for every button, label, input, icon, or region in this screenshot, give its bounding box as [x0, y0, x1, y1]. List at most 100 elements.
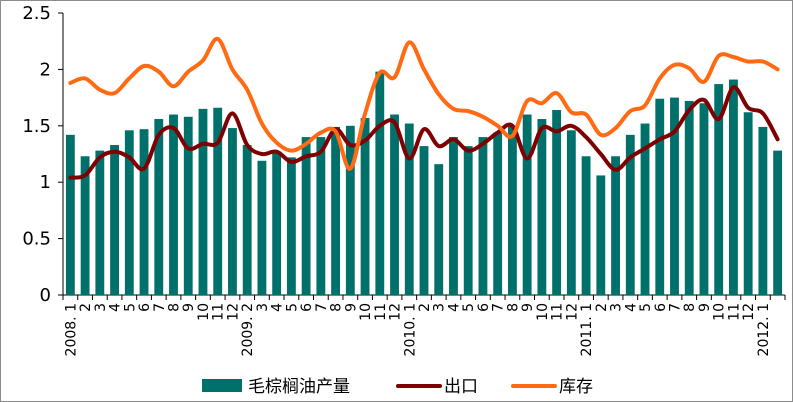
x-tick-label: 9 [520, 303, 536, 312]
x-tick-label: 7 [152, 303, 168, 312]
x-tick-label: 4 [623, 303, 639, 312]
bar [301, 137, 311, 295]
x-tick-label: 9 [181, 303, 197, 312]
legend-swatch-bar [202, 379, 242, 392]
x-tick-label: 8 [167, 303, 183, 312]
legend-label: 库存 [559, 377, 593, 397]
x-tick-label: 2008. 1 [63, 303, 79, 356]
x-tick-label: 3 [432, 303, 448, 312]
y-tick-label: 0.5 [22, 229, 51, 250]
bar [272, 151, 282, 295]
bar [169, 114, 178, 296]
y-tick-label: 0 [40, 285, 51, 306]
bar [139, 129, 149, 295]
x-tick-label: 12 [388, 303, 404, 321]
x-tick-label: 4 [108, 303, 124, 312]
x-tick-label: 2009. 2 [240, 303, 256, 356]
bar [95, 150, 105, 295]
y-tick-label: 2 [40, 59, 51, 80]
x-tick-label: 7 [667, 303, 683, 312]
y-tick-label: 1 [40, 172, 51, 193]
bar [213, 107, 223, 295]
bar [286, 157, 296, 295]
bar [655, 98, 665, 295]
bar [316, 137, 326, 295]
x-tick-label: 2 [594, 303, 610, 312]
bar [375, 71, 385, 295]
bar [507, 125, 517, 295]
x-tick-label: 8 [505, 303, 521, 312]
x-tick-label: 11 [550, 303, 566, 321]
x-tick-label: 12 [564, 303, 580, 321]
x-tick-label: 4 [446, 303, 462, 312]
bar [331, 126, 341, 295]
bar [449, 137, 458, 295]
bar [670, 97, 679, 295]
bar-series [65, 71, 783, 296]
bar [493, 132, 503, 295]
bar [345, 125, 355, 295]
bar [625, 134, 635, 295]
bar [596, 175, 606, 295]
bar [537, 119, 547, 295]
bar [390, 114, 399, 296]
bar [80, 156, 90, 295]
bar [684, 100, 694, 295]
export-line [68, 85, 780, 180]
bar [463, 146, 473, 295]
x-tick-label: 2011. 1 [579, 303, 595, 356]
bar [758, 126, 768, 295]
x-tick-label: 3 [93, 303, 109, 312]
x-tick-label: 10 [712, 303, 728, 321]
x-tick-label: 6 [137, 303, 153, 312]
bar [198, 108, 208, 295]
bar [228, 128, 237, 295]
bar [124, 130, 134, 295]
x-tick-label: 2012. 1 [756, 303, 772, 356]
x-tick-label: 11 [373, 303, 389, 321]
x-tick-label: 12 [225, 303, 241, 321]
bar [743, 112, 753, 295]
bar [699, 103, 709, 296]
bar [242, 144, 252, 295]
x-tick-label: 5 [461, 303, 477, 312]
bar [714, 84, 724, 296]
bar [773, 150, 783, 295]
bar [65, 134, 75, 295]
x-tick-label: 8 [682, 303, 698, 312]
bar [729, 79, 738, 295]
x-tick-label: 11 [211, 303, 227, 321]
x-tick-label: 10 [196, 303, 212, 321]
x-tick-label: 9 [697, 303, 713, 312]
x-tick-label: 2010. 1 [402, 303, 418, 356]
x-tick-label: 5 [284, 303, 300, 312]
line-series [68, 36, 780, 180]
inventory-line [68, 36, 780, 171]
bar [611, 156, 620, 295]
x-tick-label: 10 [358, 303, 374, 321]
bar [434, 164, 444, 295]
bar [522, 114, 532, 296]
x-tick-label: 10 [535, 303, 551, 321]
bar [404, 123, 414, 295]
x-tick-label: 2 [78, 303, 94, 312]
x-tick-label: 9 [343, 303, 359, 312]
x-tick-label: 6 [299, 303, 315, 312]
bar [110, 144, 119, 295]
bar [360, 117, 370, 296]
x-tick-label: 12 [741, 303, 757, 321]
x-tick-label: 2 [417, 303, 433, 312]
y-tick-label: 2.5 [22, 3, 51, 24]
x-tick-label: 4 [270, 303, 286, 312]
x-tick-label: 11 [726, 303, 742, 321]
bar [183, 116, 193, 295]
x-tick-label: 8 [329, 303, 345, 312]
bar [478, 137, 488, 295]
x-tick-label: 7 [491, 303, 507, 312]
bar [581, 156, 591, 295]
bar [257, 160, 267, 295]
x-tick-label: 7 [314, 303, 330, 312]
x-tick-label: 5 [638, 303, 654, 312]
